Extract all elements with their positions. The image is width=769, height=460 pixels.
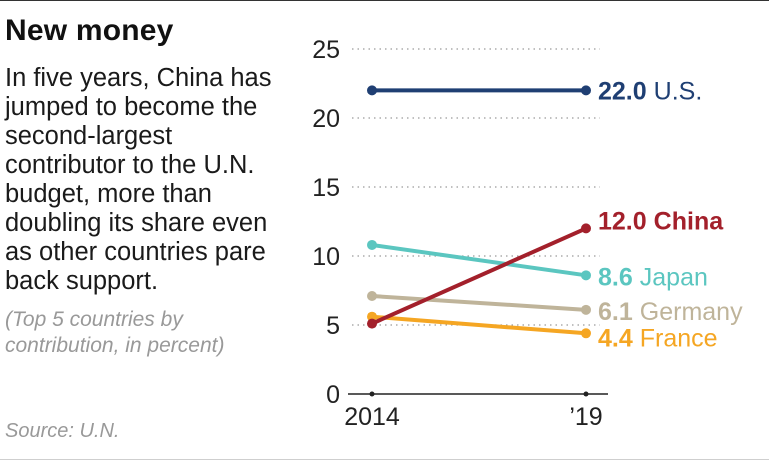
end-value-germany: 6.1 xyxy=(598,298,633,326)
series-line-germany xyxy=(370,294,588,312)
end-value-us: 22.0 xyxy=(598,77,647,105)
series-name-china: China xyxy=(654,207,725,235)
x-tick-label: ’19 xyxy=(569,403,602,431)
data-point-france-1 xyxy=(581,328,591,339)
series-name-us: U.S. xyxy=(654,77,703,105)
y-tick-label: 5 xyxy=(326,312,340,340)
y-axis-ticks: 0 5 10 15 20 25 xyxy=(312,36,340,409)
data-point-germany-1 xyxy=(581,304,591,315)
chart-description: In five years, China has jumped to becom… xyxy=(5,64,272,295)
series-name-france: France xyxy=(640,324,718,352)
x-tick-label: 2014 xyxy=(344,403,400,431)
data-point-japan-0 xyxy=(367,239,377,250)
end-value-china: 12.0 xyxy=(598,207,647,235)
x-tick-mark xyxy=(369,391,375,397)
data-point-china-0 xyxy=(367,318,377,329)
x-axis-ticks: 2014 ’19 xyxy=(344,391,603,431)
series-name-japan: Japan xyxy=(640,263,708,291)
chart-title: New money xyxy=(5,14,174,47)
end-value-japan: 8.6 xyxy=(598,263,633,291)
y-tick-label: 15 xyxy=(312,174,340,202)
end-label-us: 22.0 U.S. xyxy=(598,77,702,105)
top-rule xyxy=(0,0,769,1)
data-point-france-0 xyxy=(367,311,377,322)
source-note: Source: U.N. xyxy=(5,420,120,442)
end-value-france: 4.4 xyxy=(598,324,633,352)
y-tick-label: 10 xyxy=(312,243,340,271)
end-label-france: 4.4 France xyxy=(598,324,718,352)
end-label-germany: 6.1 Germany xyxy=(598,298,743,326)
series-lines xyxy=(367,85,591,339)
data-point-germany-0 xyxy=(367,291,377,302)
data-point-japan-1 xyxy=(581,270,591,281)
series-line-france xyxy=(370,314,588,336)
end-label-japan: 8.6 Japan xyxy=(598,263,708,291)
series-name-germany: Germany xyxy=(640,298,743,326)
y-tick-label: 20 xyxy=(312,105,340,133)
y-tick-label: 25 xyxy=(312,36,340,64)
data-point-us-0 xyxy=(367,85,377,96)
data-point-us-1 xyxy=(581,85,591,96)
x-tick-mark xyxy=(583,391,589,397)
units-note: (Top 5 countries by contribution, in per… xyxy=(5,308,225,357)
y-tick-label: 0 xyxy=(326,381,340,409)
end-label-china: 12.0 China xyxy=(598,207,724,235)
series-line-china xyxy=(370,226,588,326)
series-line-japan xyxy=(370,242,588,278)
data-point-china-1 xyxy=(581,223,591,234)
